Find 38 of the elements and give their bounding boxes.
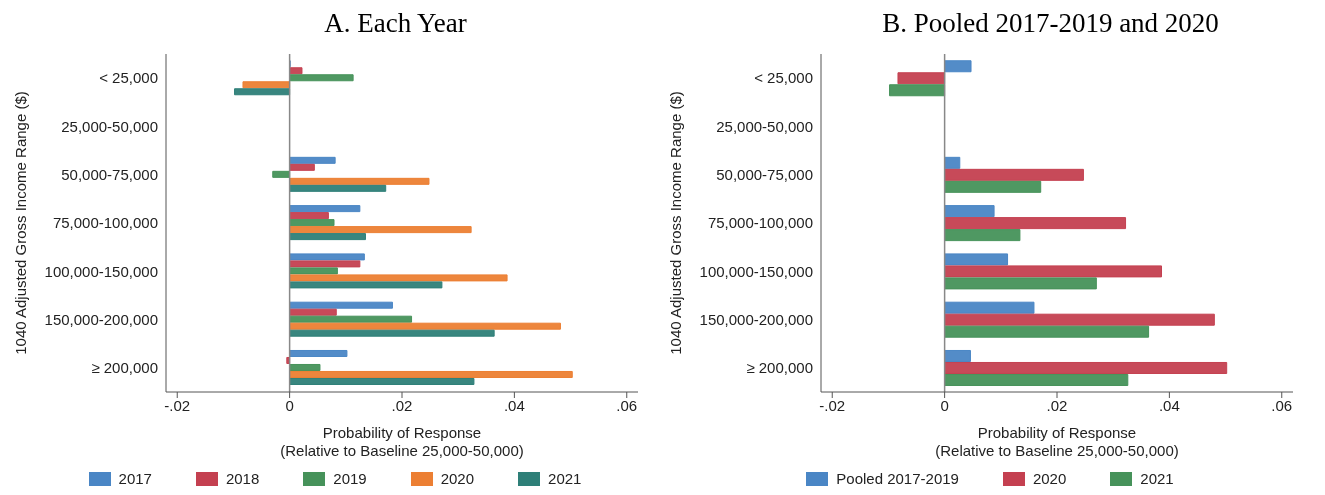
x-tick-label: .02 xyxy=(1046,396,1068,414)
y-tick-label: 25,000-50,000 xyxy=(716,117,813,135)
y-tick-label: 50,000-75,000 xyxy=(61,166,158,184)
legend-label: 2018 xyxy=(224,470,260,487)
x-tick-label: .06 xyxy=(1271,396,1293,414)
x-tick-label: 0 xyxy=(940,396,949,414)
legend-label: 2021 xyxy=(1139,470,1174,487)
x-axis-title: Probability of Response (Relative to Baseline 25,000-50,000) xyxy=(935,424,1179,459)
y-tick-label: 75,000-100,000 xyxy=(52,214,158,232)
y-tick-label: < 25,000 xyxy=(99,69,158,87)
y-tick-label: 75,000-100,000 xyxy=(707,214,813,232)
legend-label: 2017 xyxy=(117,470,152,487)
y-tick-label: ≥ 200,000 xyxy=(91,359,158,377)
x-tick-label: .04 xyxy=(503,396,525,414)
chart-title: A. Each Year xyxy=(323,8,468,40)
legend-label: 2021 xyxy=(547,470,582,487)
x-tick-label: -.02 xyxy=(819,396,846,414)
legend-label: 2019 xyxy=(332,470,367,487)
x-tick-label: 0 xyxy=(285,396,294,414)
y-tick-label: 150,000-200,000 xyxy=(44,310,158,328)
x-tick-label: -.02 xyxy=(164,396,191,414)
y-tick-label: 50,000-75,000 xyxy=(716,166,813,184)
chart-title: B. Pooled 2017-2019 and 2020 xyxy=(881,8,1220,40)
legend-label: 2020 xyxy=(439,470,475,487)
y-tick-label: 150,000-200,000 xyxy=(699,310,813,328)
x-tick-label: .04 xyxy=(1158,396,1180,414)
y-tick-label: ≥ 200,000 xyxy=(746,359,813,377)
y-axis-title: 1040 Adjusted Gross Income Range ($) xyxy=(667,91,685,355)
y-axis-title: 1040 Adjusted Gross Income Range ($) xyxy=(12,91,30,355)
y-tick-label: 25,000-50,000 xyxy=(61,117,158,135)
y-tick-label: 100,000-150,000 xyxy=(44,262,158,280)
x-tick-label: .06 xyxy=(616,396,638,414)
y-tick-label: 100,000-150,000 xyxy=(699,262,813,280)
x-tick-label: .02 xyxy=(391,396,413,414)
y-tick-label: < 25,000 xyxy=(754,69,813,87)
x-axis-title: Probability of Response (Relative to Baseline 25,000-50,000) xyxy=(280,424,524,459)
legend-label: 2020 xyxy=(1031,470,1067,487)
legend-label: Pooled 2017-2019 xyxy=(835,470,959,487)
